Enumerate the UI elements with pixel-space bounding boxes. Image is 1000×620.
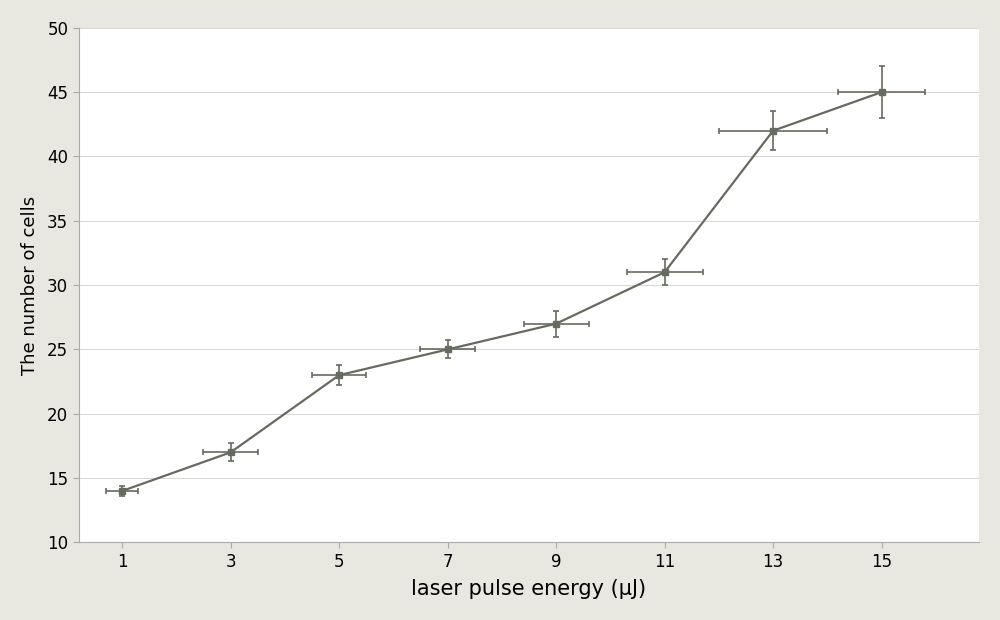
X-axis label: laser pulse energy (μJ): laser pulse energy (μJ) [411,579,646,599]
Y-axis label: The number of cells: The number of cells [21,195,39,374]
